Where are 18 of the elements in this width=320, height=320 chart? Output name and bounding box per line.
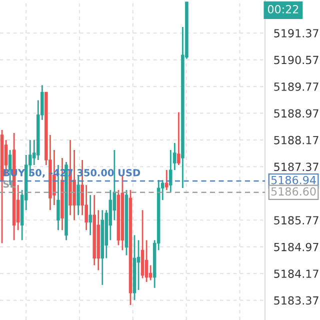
ref-line-label: 5186.60 bbox=[271, 187, 316, 196]
candlestick bbox=[144, 239, 148, 283]
candlestick bbox=[177, 112, 180, 166]
y-tick-label: 5188.97 bbox=[274, 109, 318, 118]
candlestick bbox=[88, 194, 92, 236]
y-tick-label: 5189.77 bbox=[274, 82, 318, 91]
text: 00:22 bbox=[268, 4, 298, 14]
y-tick-label: 5187.37 bbox=[274, 162, 318, 172]
ref-line-label: 5186.94 bbox=[271, 176, 316, 184]
candlestick bbox=[136, 239, 140, 291]
y-tick-label: 5184.97 bbox=[274, 242, 318, 252]
candlestick bbox=[164, 169, 168, 191]
y-tick-label: 5191.37 bbox=[274, 29, 318, 38]
y-tick-label: 5185.77 bbox=[274, 216, 318, 225]
y-tick-label: 5188.17 bbox=[274, 136, 318, 144]
y-tick-label: 5183.37 bbox=[274, 296, 318, 305]
y-tick-label: 5184.17 bbox=[274, 270, 318, 278]
y-tick-label: 5190.57 bbox=[274, 56, 318, 64]
